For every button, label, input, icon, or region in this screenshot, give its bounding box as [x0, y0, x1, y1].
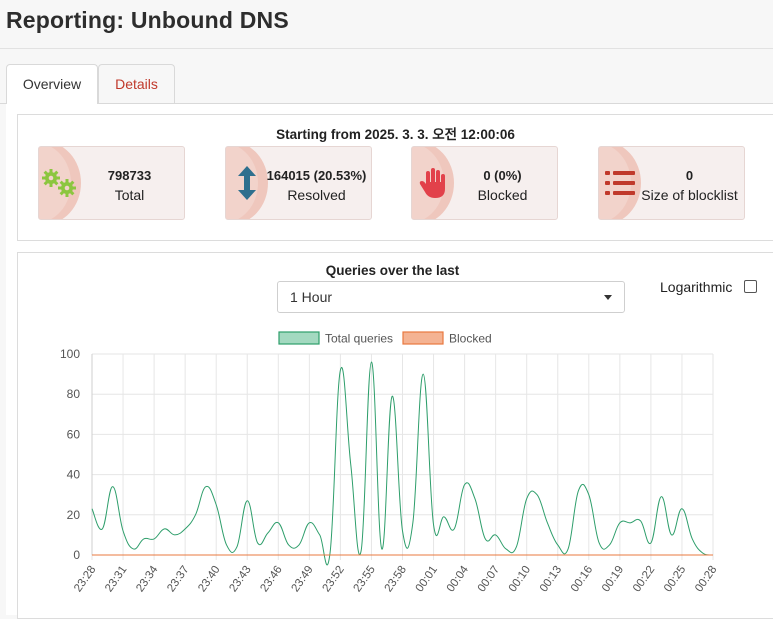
blocklist-size-value: 0 — [685, 168, 694, 183]
x-tick-label: 00:04 — [445, 563, 472, 594]
x-tick-label: 00:16 — [569, 564, 595, 594]
vertical-arrows-icon — [226, 165, 268, 201]
x-tick-label: 23:34 — [134, 563, 161, 594]
y-tick-label: 0 — [73, 548, 80, 562]
x-tick-label: 23:55 — [352, 564, 378, 594]
x-tick-label: 00:28 — [693, 564, 719, 594]
legend-swatch — [402, 331, 444, 345]
x-tick-label: 23:28 — [72, 564, 98, 594]
gears-icon — [39, 165, 81, 201]
y-tick-label: 20 — [67, 508, 81, 522]
page-header: Reporting: Unbound DNS — [0, 0, 773, 49]
list-icon — [599, 165, 641, 201]
x-tick-label: 00:25 — [662, 564, 688, 594]
queries-chart-panel: Queries over the last 1 Hour Logarithmic… — [17, 252, 773, 619]
x-tick-label: 00:13 — [538, 564, 564, 594]
chart-title: Queries over the last — [325, 263, 460, 278]
overview-content: Starting from 2025. 3. 3. 오전 12:00:06 — [6, 104, 773, 619]
y-tick-label: 100 — [60, 347, 80, 361]
x-tick-label: 23:46 — [258, 564, 284, 594]
blocked-value: 0 (0%) — [483, 168, 522, 183]
period-select-value: 1 Hour — [290, 289, 333, 305]
x-tick-label: 23:52 — [321, 564, 347, 594]
y-tick-label: 40 — [67, 468, 81, 482]
x-tick-label: 00:01 — [414, 564, 440, 594]
logarithmic-checkbox[interactable] — [744, 280, 757, 293]
x-tick-label: 23:31 — [103, 564, 129, 594]
resolved-value: 164015 (20.53%) — [266, 168, 367, 183]
x-tick-label: 23:49 — [289, 564, 315, 594]
hand-stop-icon — [412, 165, 454, 201]
x-tick-label: 00:22 — [631, 564, 657, 594]
start-time-text: Starting from 2025. 3. 3. 오전 12:00:06 — [276, 127, 515, 142]
x-tick-label: 23:40 — [196, 564, 222, 594]
period-select[interactable]: 1 Hour — [277, 281, 625, 313]
stats-panel: Starting from 2025. 3. 3. 오전 12:00:06 — [17, 114, 773, 241]
tab-details[interactable]: Details — [98, 64, 175, 103]
x-tick-label: 23:43 — [227, 564, 253, 594]
resolved-label: Resolved — [287, 187, 346, 203]
stat-card-total: 798733 Total — [38, 146, 185, 220]
legend-swatch — [278, 331, 320, 345]
tab-bar: Overview Details — [0, 49, 773, 104]
series-line-total-queries — [91, 361, 714, 566]
y-tick-label: 80 — [67, 387, 81, 401]
stat-card-blocked: 0 (0%) Blocked — [411, 146, 558, 220]
blocked-label: Blocked — [477, 187, 528, 203]
y-tick-label: 60 — [67, 427, 81, 441]
legend-label: Total queries — [325, 332, 393, 346]
stat-card-blocklist: 0 Size of blocklist — [598, 146, 745, 220]
total-value: 798733 — [107, 168, 152, 183]
x-tick-label: 00:10 — [507, 564, 533, 594]
chevron-down-icon — [604, 295, 612, 300]
x-tick-label: 00:07 — [476, 564, 502, 594]
stat-card-resolved: 164015 (20.53%) Resolved — [225, 146, 372, 220]
total-label: Total — [114, 187, 145, 203]
page-title: Reporting: Unbound DNS — [6, 7, 289, 33]
tab-overview[interactable]: Overview — [6, 64, 98, 104]
logarithmic-label: Logarithmic — [660, 279, 733, 295]
x-tick-label: 23:58 — [383, 564, 409, 594]
x-tick-label: 00:19 — [600, 564, 626, 594]
blocklist-size-label: Size of blocklist — [641, 187, 738, 203]
legend-label: Blocked — [449, 332, 492, 346]
x-tick-label: 23:37 — [165, 564, 191, 594]
